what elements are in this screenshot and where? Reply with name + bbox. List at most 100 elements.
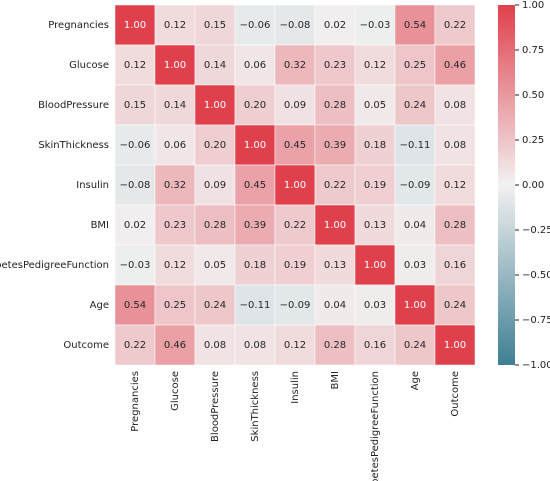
cell-label: 0.25 [404, 60, 426, 71]
heatmap-cell [434, 284, 476, 326]
x-tick-label: Insulin [290, 371, 301, 404]
heatmap-cell [234, 124, 276, 166]
cell-label: 0.25 [164, 300, 186, 311]
cell-label: 0.08 [244, 340, 266, 351]
cell-label: 0.18 [364, 140, 386, 151]
cell-label: −0.08 [120, 180, 151, 191]
cell-label: 1.00 [204, 100, 226, 111]
y-tick-label: SkinThickness [38, 140, 109, 151]
cell-label: 0.12 [364, 60, 386, 71]
cell-label: 0.28 [444, 220, 466, 231]
heatmap-cell [434, 124, 476, 166]
x-tick-label: Age [410, 371, 421, 390]
heatmap-cell [354, 244, 396, 286]
cell-label: 0.08 [204, 340, 226, 351]
cell-label: 0.03 [404, 260, 426, 271]
x-tick-label: Pregnancies [130, 371, 141, 432]
heatmap-cell [434, 324, 476, 366]
cell-label: −0.08 [280, 20, 311, 31]
cell-label: 0.18 [244, 260, 266, 271]
heatmap-cell [434, 44, 476, 86]
heatmap-cell [154, 164, 196, 206]
colorbar-tick-label: 0.25 [522, 135, 544, 146]
heatmap-cell [114, 324, 156, 366]
y-tick-label: Pregnancies [48, 20, 109, 31]
y-tick-label: Age [90, 300, 109, 311]
cell-label: 0.05 [204, 260, 226, 271]
heatmap-cell [154, 4, 196, 46]
colorbar-tick-label: 0.50 [522, 90, 544, 101]
cell-label: 0.06 [244, 60, 266, 71]
colorbar [498, 5, 515, 365]
cell-label: 0.09 [204, 180, 226, 191]
heatmap-cell [394, 204, 436, 246]
heatmap-cell [154, 84, 196, 126]
y-tick-label: DiabetesPedigreeFunction [0, 260, 109, 271]
heatmap-cell [314, 164, 356, 206]
cell-label: 0.46 [164, 340, 186, 351]
cell-label: 0.22 [324, 180, 346, 191]
cell-label: −0.11 [400, 140, 431, 151]
heatmap-cell [354, 284, 396, 326]
heatmap-cell [354, 164, 396, 206]
cell-label: 0.04 [324, 300, 346, 311]
cell-label: 1.00 [124, 20, 146, 31]
cell-label: 0.16 [364, 340, 386, 351]
heatmap-cell [274, 4, 316, 46]
cell-label: 0.15 [124, 100, 146, 111]
heatmap-cell [154, 124, 196, 166]
heatmap-cell [434, 84, 476, 126]
heatmap-cell [354, 84, 396, 126]
y-tick-label: Outcome [63, 340, 109, 351]
heatmap-cell [114, 124, 156, 166]
colorbar-tick-label: 1.00 [522, 0, 544, 11]
heatmap-cell [114, 44, 156, 86]
cell-label: 0.12 [164, 20, 186, 31]
cell-label: 1.00 [364, 260, 386, 271]
cell-label: −0.06 [120, 140, 151, 151]
heatmap-cell [114, 84, 156, 126]
cell-label: 0.45 [244, 180, 266, 191]
cell-label: 0.15 [204, 20, 226, 31]
heatmap-cell [234, 324, 276, 366]
heatmap-cell [194, 284, 236, 326]
cell-label: 1.00 [444, 340, 466, 351]
heatmap-cell [194, 84, 236, 126]
cell-label: 0.24 [404, 100, 426, 111]
heatmap-cell [314, 4, 356, 46]
cell-label: 0.13 [324, 260, 346, 271]
heatmap-cell [274, 284, 316, 326]
heatmap-cell [354, 44, 396, 86]
cell-label: 0.24 [204, 300, 226, 311]
heatmap-cell [394, 44, 436, 86]
cell-label: 0.13 [364, 220, 386, 231]
heatmap-cell [314, 204, 356, 246]
cell-label: 0.39 [244, 220, 266, 231]
heatmap-cell [434, 164, 476, 206]
x-tick-label: DiabetesPedigreeFunction [370, 371, 381, 481]
cell-label: 0.02 [124, 220, 146, 231]
cell-label: 1.00 [324, 220, 346, 231]
heatmap-cell [154, 324, 196, 366]
cell-label: −0.09 [400, 180, 431, 191]
cell-label: 0.03 [364, 300, 386, 311]
heatmap-cell [234, 4, 276, 46]
heatmap-cell [114, 244, 156, 286]
cell-label: 0.12 [164, 260, 186, 271]
cell-label: 0.04 [404, 220, 426, 231]
cell-label: 0.14 [204, 60, 226, 71]
cell-label: 0.08 [444, 100, 466, 111]
cell-label: 0.12 [124, 60, 146, 71]
heatmap-cell [114, 284, 156, 326]
y-tick-label: BMI [91, 220, 109, 231]
x-tick-label: SkinThickness [250, 371, 261, 442]
x-tick-label: Outcome [450, 371, 461, 417]
colorbar-tick-label: −0.25 [522, 225, 550, 236]
heatmap-cell [234, 284, 276, 326]
cell-label: 0.28 [204, 220, 226, 231]
cell-label: −0.03 [120, 260, 151, 271]
cell-label: 0.20 [244, 100, 266, 111]
cell-label: 0.20 [204, 140, 226, 151]
y-tick-label: Glucose [69, 60, 109, 71]
heatmap-cell [194, 164, 236, 206]
